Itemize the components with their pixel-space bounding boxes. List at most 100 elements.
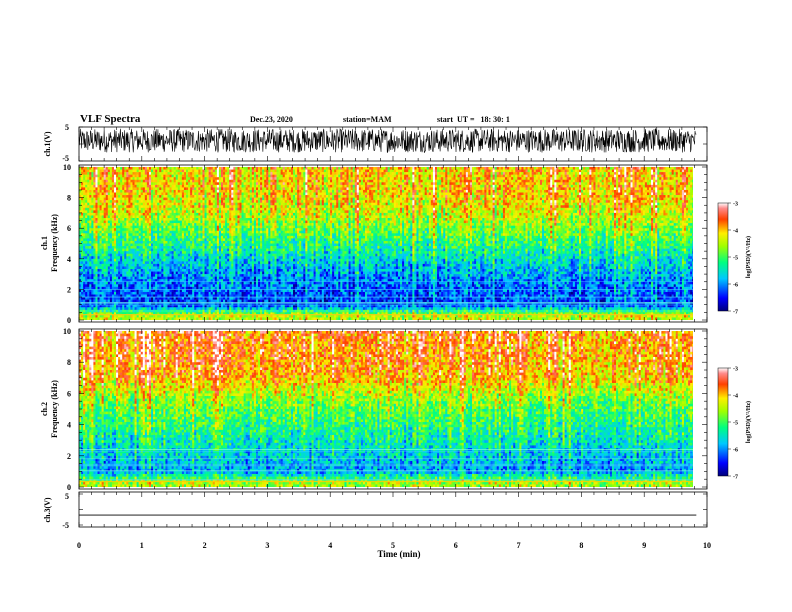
spectrogram-cell [135,274,137,277]
spectrogram-cell [202,261,204,264]
spectrogram-cell [246,177,248,180]
spectrogram-cell [219,244,221,247]
spectrogram-cell [209,292,211,295]
spectrogram-cell [143,175,145,178]
spectrogram-cell [215,241,217,244]
spectrogram-cell [209,272,211,275]
spectrogram-cell [225,200,227,203]
spectrogram-cell [143,259,145,262]
spectrogram-cell [211,203,213,206]
spectrogram-cell [240,213,242,216]
spectrogram-cell [237,269,239,272]
spectrogram-cell [141,261,143,264]
spectrogram-cell [194,182,196,185]
spectrogram-cell [130,228,132,231]
spectrogram-cell [128,175,130,178]
spectrogram-cell [196,277,198,280]
spectrogram-cell [89,236,91,239]
spectrogram-cell [178,213,180,216]
spectrogram-cell [219,315,221,318]
spectrogram-cell [85,289,87,292]
spectrogram-cell [106,213,108,216]
spectrogram-cell [205,210,207,213]
spectrogram-cell [135,315,137,318]
spectrogram-cell [240,256,242,259]
spectrogram-cell [184,213,186,216]
spectrogram-cell [190,172,192,175]
spectrogram-cell [143,215,145,218]
spectrogram-cell [122,244,124,247]
spectrogram-cell [174,259,176,262]
spectrogram-cell [182,172,184,175]
spectrogram-cell [106,210,108,213]
spectrogram-cell [207,282,209,285]
spectrogram-cell [159,172,161,175]
spectrogram-cell [244,284,246,287]
spectrogram-cell [133,264,135,267]
spectrogram-cell [219,282,221,285]
spectrogram-cell [157,200,159,203]
spectrogram-cell [100,261,102,264]
spectrogram-cell [110,241,112,244]
spectrogram-cell [176,167,178,170]
spectrogram-cell [137,274,139,277]
spectrogram-cell [93,231,95,234]
spectrogram-cell [157,180,159,183]
spectrogram-cell [184,264,186,267]
spectrogram-cell [106,279,108,282]
spectrogram-cell [153,259,155,262]
spectrogram-cell [145,226,147,229]
spectrogram-cell [205,198,207,201]
spectrogram-cell [143,185,145,188]
spectrogram-cell [174,221,176,224]
spectrogram-cell [155,205,157,208]
spectrogram-cell [170,282,172,285]
spectrogram-cell [108,256,110,259]
spectrogram-cell [133,238,135,241]
spectrogram-cell [122,289,124,292]
spectrogram-cell [95,177,97,180]
spectrogram-cell [217,185,219,188]
spectrogram-cell [182,289,184,292]
spectrogram-cell [147,317,149,320]
spectrogram-cell [186,317,188,320]
spectrogram-cell [182,215,184,218]
spectrogram-cell [128,198,130,201]
spectrogram-cell [118,170,120,173]
spectrogram-cell [110,315,112,318]
spectrogram-cell [188,264,190,267]
spectrogram-cell [130,177,132,180]
spectrogram-cell [104,246,106,249]
spectrogram-cell [87,195,89,198]
spectrogram-cell [100,228,102,231]
spectrogram-cell [229,175,231,178]
spectrogram-cell [145,256,147,259]
spectrogram-cell [178,261,180,264]
spectrogram-cell [91,190,93,193]
spectrogram-cell [159,264,161,267]
spectrogram-cell [147,279,149,282]
spectrogram-cell [118,244,120,247]
spectrogram-cell [215,238,217,241]
spectrogram-cell [159,269,161,272]
spectrogram-cell [205,256,207,259]
spectrogram-cell [213,284,215,287]
spectrogram-cell [114,264,116,267]
spectrogram-cell [221,241,223,244]
spectrogram-cell [202,205,204,208]
spectrogram-cell [182,198,184,201]
spectrogram-cell [153,238,155,241]
spectrogram-cell [93,307,95,310]
spectrogram-cell [139,223,141,226]
spectrogram-cell [163,279,165,282]
spectrogram-cell [176,261,178,264]
spectrogram-cell [188,218,190,221]
spectrogram-cell [223,246,225,249]
spectrogram-cell [205,187,207,190]
spectrogram-cell [91,279,93,282]
spectrogram-cell [235,292,237,295]
spectrogram-cell [163,198,165,201]
spectrogram-cell [128,228,130,231]
spectrogram-cell [221,215,223,218]
spectrogram-cell [170,193,172,196]
